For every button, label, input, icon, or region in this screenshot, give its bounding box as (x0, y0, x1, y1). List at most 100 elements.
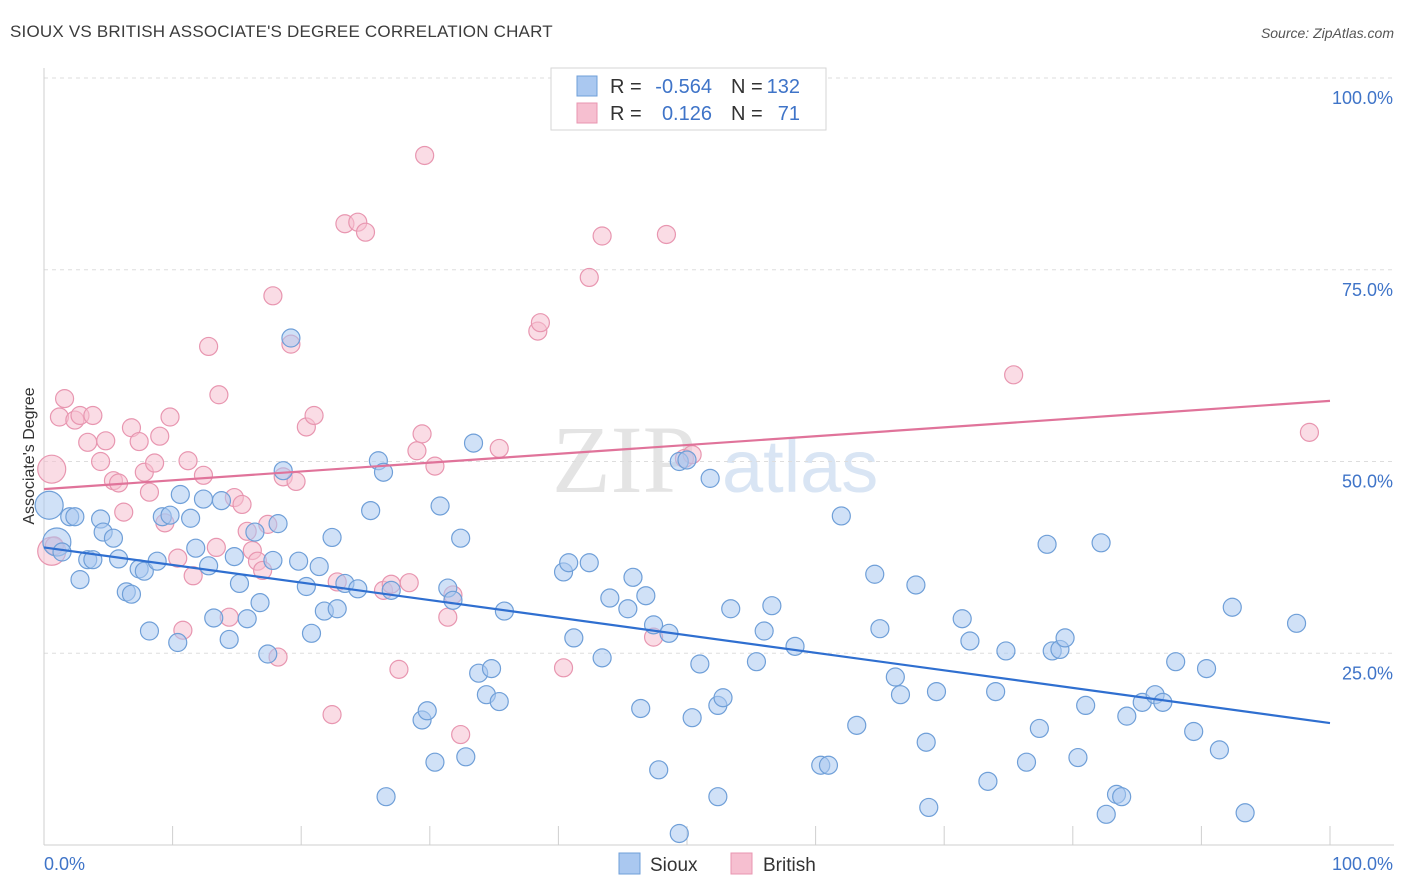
british-point (168, 548, 188, 568)
legend-n-value-sioux: 132 (767, 76, 800, 98)
sioux-point (1029, 718, 1049, 739)
sioux-point (193, 489, 214, 509)
sioux-point (1166, 652, 1186, 672)
sioux-point (361, 500, 381, 521)
sioux-point (376, 787, 396, 807)
sioux-point (481, 658, 502, 679)
sioux-point (919, 797, 939, 818)
sioux-point (322, 527, 342, 548)
sioux-point (211, 491, 232, 511)
sioux-point (746, 652, 767, 672)
sioux-point (559, 553, 579, 573)
british-point (96, 431, 116, 451)
sioux-point (818, 755, 839, 775)
british-point (489, 438, 509, 459)
sioux-point (636, 586, 656, 606)
british-point (355, 222, 376, 242)
british-point (37, 454, 67, 484)
sioux-point (263, 550, 283, 571)
sioux-point (456, 747, 476, 767)
sioux-point (618, 599, 638, 619)
sioux-point (289, 551, 309, 571)
sioux-point (430, 496, 450, 516)
sioux-point (690, 654, 710, 674)
sioux-point (1016, 752, 1037, 772)
british-point (54, 389, 75, 409)
british-point (206, 537, 226, 558)
british-point (407, 441, 427, 461)
sioux-point (219, 629, 239, 650)
sioux-point (1096, 804, 1116, 824)
sioux-point (1117, 706, 1137, 726)
sioux-point (721, 599, 741, 619)
y-tick-label: 100.0% (1332, 88, 1393, 108)
british-point (150, 426, 170, 446)
british-point (129, 431, 149, 452)
sioux-point (103, 528, 124, 548)
sioux-point (986, 681, 1006, 702)
sioux-point (600, 588, 620, 608)
british-point (438, 607, 458, 627)
british-point (553, 658, 574, 678)
sioux-point (204, 608, 224, 628)
sioux-point (708, 787, 728, 807)
sioux-point (623, 567, 643, 587)
sioux-point (1184, 721, 1204, 742)
british-point (415, 145, 435, 166)
british-point (114, 502, 134, 522)
sioux-point (785, 636, 805, 656)
sioux-point (1222, 597, 1242, 617)
british-point (1004, 365, 1024, 385)
sioux-point (229, 573, 250, 594)
british-point (451, 724, 471, 745)
legend-r-value-sioux: -0.564 (655, 76, 712, 98)
sioux-point (273, 461, 293, 481)
x-tick-label-max: 100.0% (1332, 854, 1393, 874)
sioux-trend-line (43, 546, 1331, 725)
british-point (83, 405, 103, 426)
sioux-point (65, 507, 85, 527)
sioux-point (1076, 695, 1096, 716)
british-point (425, 456, 445, 476)
sioux-point (592, 648, 612, 668)
sioux-point (960, 631, 980, 651)
sioux-point (160, 505, 180, 525)
sioux-point (1055, 628, 1075, 648)
british-point (193, 465, 214, 485)
sioux-point (237, 609, 257, 629)
sioux-point (978, 771, 998, 791)
legend-r-label-british: R = (610, 103, 642, 125)
sioux-point (1037, 534, 1057, 554)
y-tick-label: 25.0% (1342, 663, 1393, 683)
legend-r-value-british: 0.126 (662, 103, 712, 125)
sioux-point (443, 590, 463, 610)
sioux-point (885, 667, 905, 687)
trend-lines (43, 399, 1331, 725)
british-point (389, 659, 409, 679)
sioux-point (199, 556, 219, 576)
sioux-point (489, 691, 509, 712)
british-point (78, 432, 98, 452)
sioux-point (301, 623, 322, 643)
british-point (232, 494, 252, 515)
british-point (1299, 422, 1320, 442)
sioux-point (762, 596, 782, 616)
sioux-point (1286, 613, 1307, 633)
british-point (178, 451, 198, 471)
sioux-point (168, 632, 188, 653)
sioux-point (70, 570, 90, 590)
sioux-point (916, 732, 936, 752)
sioux-point (1235, 803, 1255, 823)
sioux-point (139, 621, 160, 641)
sioux-point (865, 564, 885, 584)
sioux-point (121, 584, 142, 604)
series-legend: Sioux British (618, 852, 816, 876)
chart-source: Source: ZipAtlas.com (1260, 25, 1394, 41)
sioux-point (417, 701, 437, 721)
x-tick-label-min: 0.0% (44, 854, 85, 874)
bottom-legend-swatch-sioux (618, 852, 641, 875)
british-point (322, 705, 342, 725)
gridlines (44, 77, 1394, 654)
bottom-legend-label-sioux: Sioux (650, 855, 698, 876)
sioux-point (281, 328, 301, 348)
